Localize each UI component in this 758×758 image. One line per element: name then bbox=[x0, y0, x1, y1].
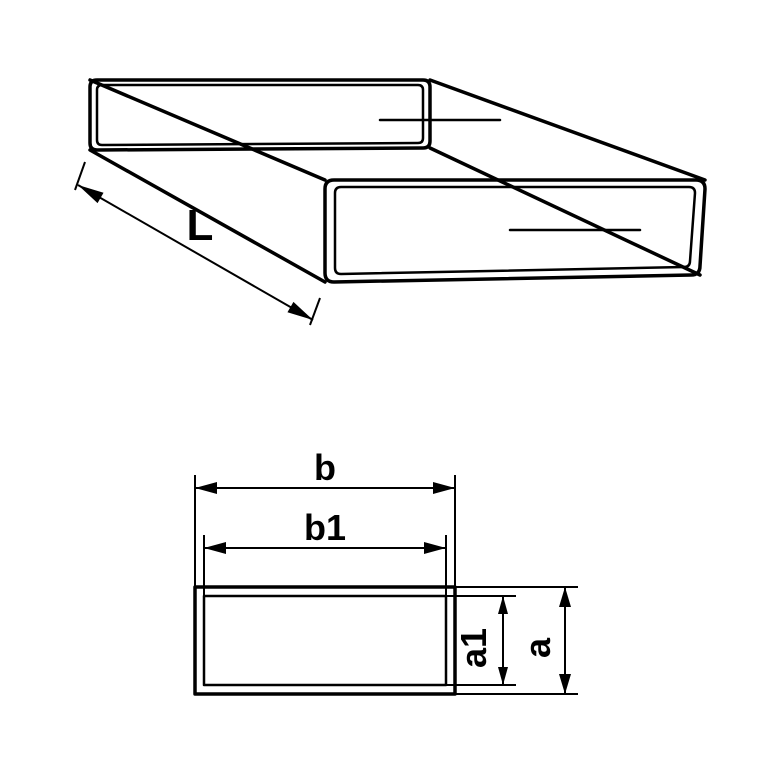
section-inner bbox=[204, 596, 446, 685]
dim-a1-arrow1 bbox=[498, 596, 508, 614]
dim-a1-label: a1 bbox=[453, 628, 494, 668]
dim-a-arrow2 bbox=[559, 674, 571, 694]
edge-top-left bbox=[90, 80, 325, 180]
dim-L-label: L bbox=[187, 201, 214, 250]
dim-b1-arrow1 bbox=[204, 542, 226, 554]
edge-bot-right bbox=[430, 148, 700, 275]
dim-b1-label: b1 bbox=[304, 507, 346, 548]
section-outer bbox=[195, 587, 455, 694]
back-face-outer bbox=[90, 80, 430, 150]
dim-b1-arrow2 bbox=[424, 542, 446, 554]
dim-b-arrow1 bbox=[195, 482, 217, 494]
dim-L-ext2 bbox=[310, 298, 320, 325]
dim-a-label: a bbox=[517, 637, 558, 658]
dim-L-arrow2 bbox=[287, 302, 313, 320]
back-face-inner bbox=[97, 85, 423, 145]
dim-a1-arrow2 bbox=[498, 667, 508, 685]
dimension-b1: b1 bbox=[204, 507, 446, 596]
dim-b-label: b bbox=[314, 447, 336, 488]
dim-a-arrow1 bbox=[559, 587, 571, 607]
dim-b-arrow2 bbox=[433, 482, 455, 494]
edge-top-right bbox=[430, 80, 705, 180]
cross-section: b b1 a a1 bbox=[195, 447, 578, 694]
technical-drawing: L b b1 a bbox=[0, 0, 758, 758]
dimension-L: L bbox=[75, 162, 320, 325]
dim-L-arrow1 bbox=[78, 185, 104, 203]
duct-perspective: L bbox=[75, 80, 705, 325]
